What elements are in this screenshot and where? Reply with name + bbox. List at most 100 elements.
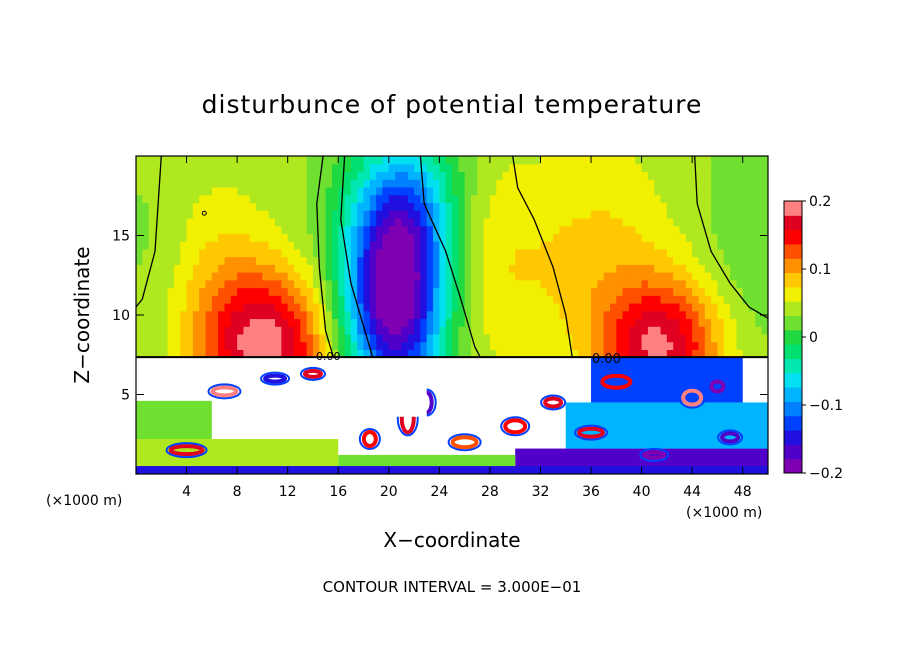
field-cell (325, 349, 333, 358)
field-cell (388, 248, 396, 258)
field-cell (654, 302, 662, 312)
field-cell (306, 287, 314, 296)
field-cell (749, 287, 756, 296)
field-cell (382, 156, 390, 165)
field-cell (666, 179, 674, 188)
field-cell (426, 264, 434, 273)
field-cell (154, 264, 162, 273)
field-cell (635, 210, 643, 219)
field-cell (154, 217, 162, 227)
field-cell (382, 264, 390, 273)
field-cell (350, 241, 358, 250)
field-cell (679, 163, 687, 173)
field-cell (161, 264, 169, 273)
field-cell (692, 302, 700, 312)
field-cell (717, 326, 725, 335)
field-cell (711, 171, 719, 180)
field-cell (439, 202, 447, 211)
field-cell (294, 256, 301, 265)
field-cell (496, 341, 504, 350)
field-cell (388, 256, 396, 265)
field-cell (262, 163, 270, 173)
field-cell (654, 217, 662, 227)
field-cell (148, 349, 156, 358)
field-cell (603, 326, 611, 335)
field-cell (679, 179, 687, 188)
field-cell (186, 256, 194, 265)
field-cell (136, 163, 143, 173)
field-cell (666, 302, 674, 312)
field-cell (534, 194, 542, 204)
field-cell (382, 272, 390, 281)
field-cell (199, 163, 207, 173)
field-cell (287, 318, 295, 327)
field-cell (489, 225, 497, 234)
field-cell (249, 248, 257, 258)
field-cell (723, 295, 731, 304)
field-cell (730, 225, 737, 234)
x-tick-label: 12 (279, 484, 297, 500)
field-cell (357, 287, 365, 296)
field-cell (154, 210, 162, 219)
field-cell (426, 272, 434, 281)
field-cell (426, 241, 434, 250)
field-cell (591, 163, 598, 173)
field-cell (268, 295, 276, 304)
field-cell (685, 333, 693, 343)
colorbar-swatch (784, 329, 802, 345)
field-cell (603, 295, 611, 304)
field-cell (445, 287, 453, 296)
colorbar-swatch (784, 372, 802, 388)
field-cell (742, 310, 750, 320)
field-cell (666, 264, 674, 273)
field-cell (306, 333, 314, 343)
field-cell (515, 171, 523, 180)
colorbar-tick-label: −0.2 (809, 466, 843, 482)
field-cell (439, 194, 447, 204)
field-cell (628, 179, 636, 188)
field-cell (268, 264, 276, 273)
field-cell (433, 179, 440, 188)
field-cell (553, 349, 561, 358)
field-cell (508, 210, 516, 219)
field-cell (521, 241, 529, 250)
field-cell (180, 310, 188, 320)
field-cell (357, 341, 365, 350)
field-cell (553, 310, 561, 320)
field-cell (610, 210, 617, 219)
field-cell (458, 295, 466, 304)
field-cell (692, 333, 700, 343)
field-cell (224, 163, 232, 173)
field-cell (521, 171, 529, 180)
field-cell (717, 349, 725, 358)
field-cell (344, 333, 352, 343)
field-cell (502, 225, 510, 234)
field-cell (755, 217, 763, 227)
field-cell (237, 287, 245, 296)
field-cell (350, 341, 358, 350)
field-cell (679, 318, 687, 327)
field-cell (243, 241, 251, 250)
field-cell (300, 272, 308, 281)
field-cell (508, 156, 516, 165)
field-cell (312, 310, 320, 320)
field-cell (622, 241, 630, 250)
field-cell (477, 241, 485, 250)
field-cell (458, 202, 466, 211)
field-cell (616, 171, 624, 180)
field-cell (452, 171, 459, 180)
field-cell (597, 202, 605, 211)
field-cell (508, 287, 516, 296)
field-cell (641, 163, 649, 173)
field-cell (527, 163, 535, 173)
field-cell (136, 233, 143, 242)
field-cell (464, 295, 472, 304)
swirl (681, 388, 704, 407)
field-cell (666, 248, 674, 258)
field-cell (173, 248, 181, 258)
field-cell (742, 349, 750, 358)
field-cell (224, 186, 232, 196)
field-cell (426, 210, 434, 219)
field-cell (319, 233, 327, 242)
